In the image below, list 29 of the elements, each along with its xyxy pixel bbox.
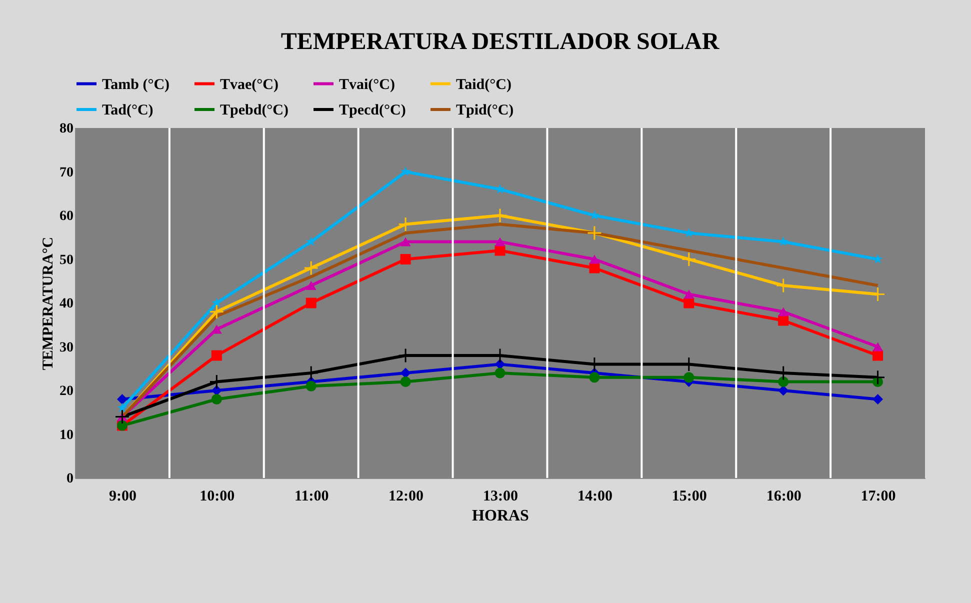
chart-title: TEMPERATURA DESTILADOR SOLAR: [280, 29, 720, 55]
x-tick-label: 12:00: [388, 488, 424, 504]
y-tick-label: 60: [60, 209, 74, 224]
x-tick-label: 17:00: [860, 488, 896, 504]
y-tick-label: 50: [60, 252, 74, 268]
x-tick-label: 14:00: [577, 488, 612, 504]
y-tick-label: 0: [66, 472, 74, 486]
x-tick-label: 9:00: [108, 488, 136, 504]
legend-label: Tpid(°C): [456, 102, 514, 118]
legend-label: Tvae(°C): [220, 76, 278, 93]
x-tick-label: 15:00: [672, 488, 707, 504]
y-tick-label: 10: [60, 428, 74, 443]
y-tick-label: 20: [60, 384, 74, 399]
y-tick-label: 70: [60, 165, 74, 180]
x-tick-label: 13:00: [483, 488, 518, 504]
legend-label: Tpecd(°C): [339, 102, 406, 118]
legend-label: Tad(°C): [102, 102, 154, 118]
y-tick-label: 80: [60, 122, 74, 136]
x-tick-label: 11:00: [294, 488, 329, 504]
legend-label: Taid(°C): [456, 76, 512, 93]
x-axis-title: HORAS: [472, 508, 530, 524]
x-tick-label: 10:00: [200, 488, 235, 504]
y-tick-label: 40: [60, 296, 74, 312]
y-tick-label: 30: [60, 340, 74, 356]
y-axis-title: TEMPERATURA°C: [40, 236, 56, 370]
legend-label: Tvai(°C): [339, 76, 395, 93]
legend-label: Tamb (°C): [102, 76, 170, 93]
x-tick-label: 16:00: [766, 488, 802, 504]
legend-label: Tpebd(°C): [220, 102, 289, 118]
